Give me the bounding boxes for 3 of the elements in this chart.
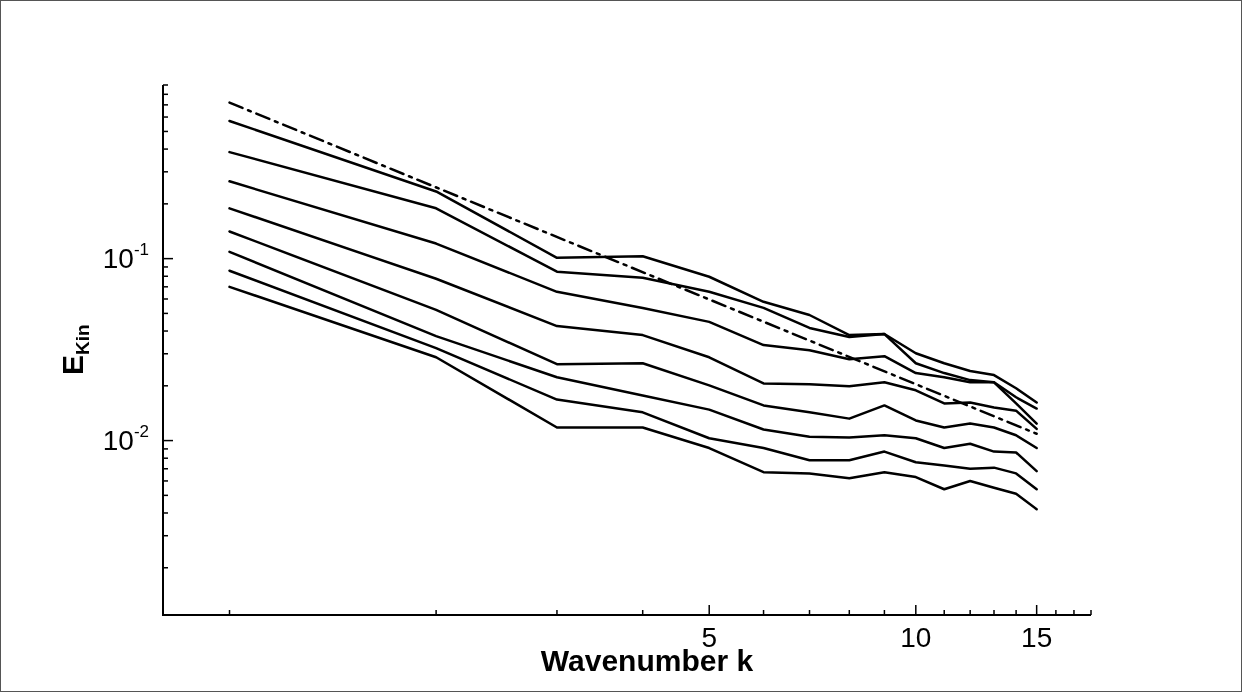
y-axis-title: EKin [56, 324, 94, 375]
x-tick-label: 15 [1021, 621, 1053, 653]
x-tick-label: 10 [900, 621, 932, 653]
